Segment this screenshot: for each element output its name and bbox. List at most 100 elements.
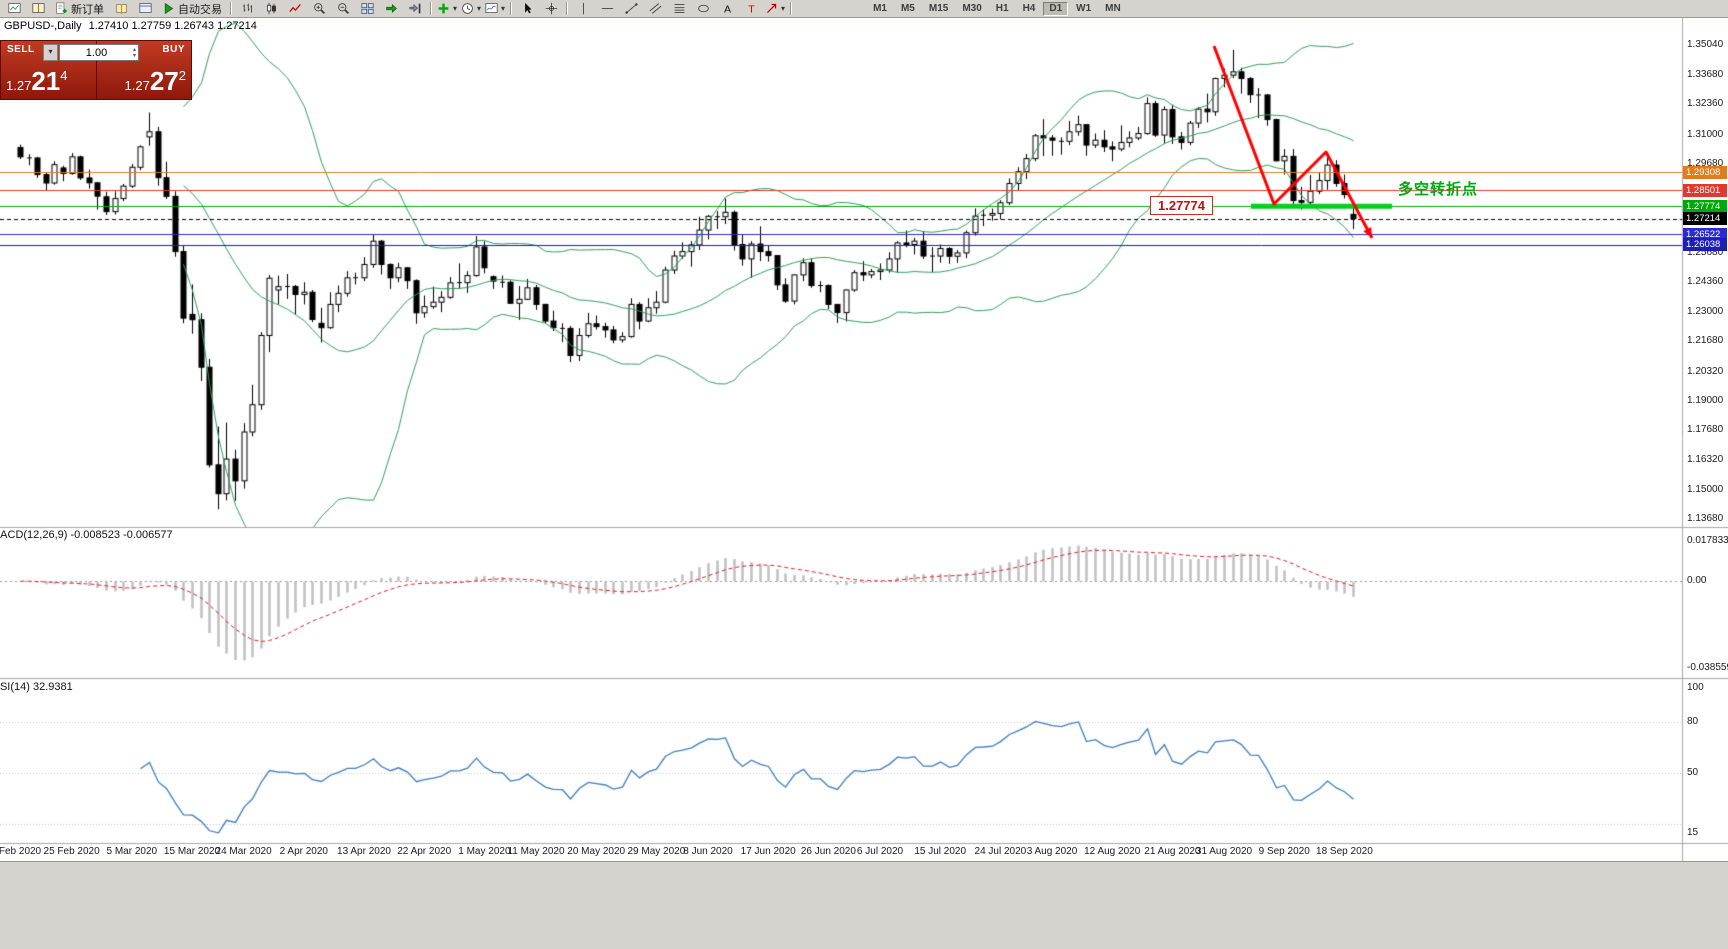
sell-price-prefix: 1.27	[6, 78, 32, 93]
sell-price-big: 21	[31, 66, 61, 96]
chart-shift-icon	[408, 2, 422, 15]
crosshair-button[interactable]	[539, 1, 563, 17]
new-order-label: 新订单	[71, 3, 104, 16]
svg-text:T: T	[748, 4, 755, 15]
zoom-in-button[interactable]	[307, 1, 331, 17]
tile-windows-button[interactable]	[355, 1, 379, 17]
bar-chart-button[interactable]	[235, 1, 259, 17]
book-icon	[115, 2, 128, 15]
candles-icon	[265, 2, 278, 15]
market-watch-button[interactable]	[109, 1, 133, 17]
text-a-icon: A	[721, 2, 734, 15]
timeframe-w1-button[interactable]: W1	[1076, 2, 1092, 14]
volume-input[interactable]: 1.00 ▴ ▾	[59, 44, 139, 61]
chevron-down-icon: ▾	[453, 4, 458, 13]
one-click-trading-widget: SELL 1.27214 BUY 1.27272 ▾ 1.00 ▴ ▾	[0, 40, 192, 100]
layout-icon	[31, 2, 45, 15]
equidistant-channel-button[interactable]	[643, 1, 667, 17]
text-button[interactable]: A	[715, 1, 739, 17]
trendline-button[interactable]	[619, 1, 643, 17]
timeframe-group: M1 M5 M15 M30 H1 H4 D1 W1 MN	[867, 1, 1127, 16]
zoom-out-button[interactable]	[331, 1, 355, 17]
rsi-indicator-text: RSI(14) 32.9381	[0, 681, 73, 693]
buy-price-big: 27	[149, 66, 179, 96]
clock-icon	[461, 2, 474, 15]
cursor-button[interactable]	[515, 1, 539, 17]
shapes-icon	[697, 2, 710, 15]
new-order-button[interactable]: 新订单	[50, 1, 109, 17]
fibo-icon	[673, 2, 686, 15]
vline-icon	[577, 2, 590, 15]
text-label-button[interactable]: T	[739, 1, 763, 17]
turning-point-annotation[interactable]: 多空转折点	[1398, 181, 1479, 198]
templates-button[interactable]: ▾	[483, 1, 507, 17]
svg-text:A: A	[724, 4, 732, 15]
toolbar-separator	[230, 2, 232, 15]
horizontal-line-button[interactable]	[595, 1, 619, 17]
hline-icon	[601, 2, 614, 15]
toolbar-separator	[430, 2, 432, 15]
timeframe-m30-button[interactable]: M30	[962, 2, 982, 14]
periods-button[interactable]: ▾	[459, 1, 483, 17]
order-type-dropdown[interactable]: ▾	[43, 44, 58, 61]
sell-price-sup: 4	[60, 68, 68, 83]
autotrading-button[interactable]: 自动交易	[157, 1, 227, 17]
arrows-button[interactable]: ▾	[763, 1, 787, 17]
chevron-down-icon: ▾	[48, 47, 53, 56]
support-price-callout[interactable]: 1.27774	[1150, 196, 1213, 215]
chevron-down-icon: ▾	[501, 4, 506, 13]
toolbar: 新订单 自动交易 ▾ ▾ ▾ A T ▾ M1 M5 M15 M30 H1 H4 D1 W1 MN	[0, 0, 1728, 18]
rsi-indicator-label: RSI(14) 32.9381	[0, 681, 200, 693]
buy-price-sup: 2	[178, 68, 186, 83]
chevron-down-icon: ▾	[477, 4, 482, 13]
fibonacci-retracement-button[interactable]	[667, 1, 691, 17]
template-icon	[485, 2, 498, 15]
cursor-icon	[521, 2, 534, 15]
new-chart-button[interactable]	[2, 1, 26, 17]
new-order-icon	[55, 2, 68, 15]
timeframe-d1-button[interactable]: D1	[1043, 1, 1069, 16]
autotrading-label: 自动交易	[178, 3, 222, 16]
crosshair-icon	[545, 2, 558, 15]
candlestick-chart-button[interactable]	[259, 1, 283, 17]
vertical-line-button[interactable]	[571, 1, 595, 17]
chevron-down-icon: ▾	[781, 4, 786, 13]
timeframe-h1-button[interactable]: H1	[995, 2, 1009, 14]
sell-price: 1.27214	[6, 66, 67, 97]
chart-canvas[interactable]	[0, 0, 1728, 862]
label-t-icon: T	[745, 2, 758, 15]
timeframe-m1-button[interactable]: M1	[873, 2, 887, 14]
timeframe-h4-button[interactable]: H4	[1022, 2, 1036, 14]
line-chart-button[interactable]	[283, 1, 307, 17]
chart-symbol-period: GBPUSD-,Daily	[4, 20, 82, 32]
zoom-in-icon	[313, 2, 326, 15]
profiles-button[interactable]	[26, 1, 50, 17]
timeframe-m5-button[interactable]: M5	[900, 2, 915, 14]
timeframe-mn-button[interactable]: MN	[1105, 2, 1121, 14]
sell-label: SELL	[7, 44, 35, 55]
volume-up-icon[interactable]: ▴	[132, 46, 136, 53]
chart-ohlc-values: 1.27410 1.27759 1.26743 1.27214	[88, 20, 257, 32]
shapes-button[interactable]	[691, 1, 715, 17]
zoom-out-icon	[337, 2, 350, 15]
timeframe-m15-button[interactable]: M15	[928, 2, 949, 14]
buy-label: BUY	[162, 44, 185, 55]
play-icon	[162, 2, 175, 15]
buy-price: 1.27272	[125, 66, 186, 97]
line-chart-icon	[288, 2, 302, 15]
toolbar-separator	[790, 2, 793, 15]
trendline-icon	[624, 2, 638, 15]
volume-spinner[interactable]: ▴ ▾	[133, 47, 138, 59]
auto-scroll-button[interactable]	[379, 1, 403, 17]
volume-down-icon[interactable]: ▾	[132, 52, 136, 59]
data-window-button[interactable]	[133, 1, 157, 17]
buy-price-prefix: 1.27	[124, 78, 150, 93]
indicators-button[interactable]: ▾	[435, 1, 459, 17]
ohlc-bars-icon	[241, 2, 254, 15]
volume-value: 1.00	[85, 46, 108, 59]
auto-scroll-icon	[385, 2, 398, 15]
toolbar-separator	[510, 2, 513, 15]
channel-icon	[649, 2, 662, 15]
chart-shift-button[interactable]	[403, 1, 427, 17]
